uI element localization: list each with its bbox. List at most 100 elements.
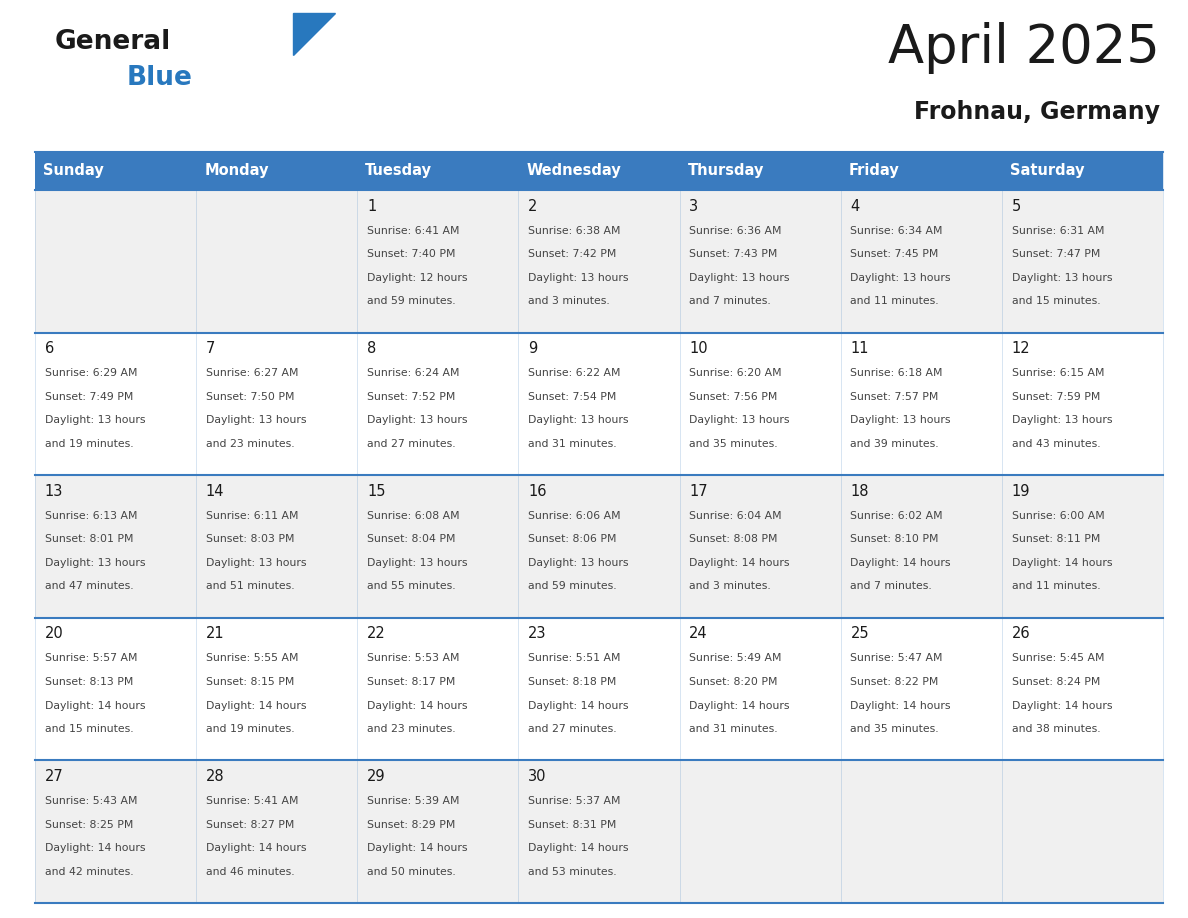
- Text: Sunset: 8:18 PM: Sunset: 8:18 PM: [529, 677, 617, 687]
- Text: and 50 minutes.: and 50 minutes.: [367, 867, 456, 877]
- Text: Daylight: 14 hours: Daylight: 14 hours: [689, 700, 790, 711]
- Text: Sunset: 8:29 PM: Sunset: 8:29 PM: [367, 820, 455, 830]
- Text: 24: 24: [689, 626, 708, 642]
- Text: April 2025: April 2025: [889, 22, 1159, 74]
- Text: Sunrise: 5:37 AM: Sunrise: 5:37 AM: [529, 796, 620, 806]
- Text: 4: 4: [851, 198, 860, 214]
- Text: Sunrise: 6:38 AM: Sunrise: 6:38 AM: [529, 226, 620, 236]
- Text: Sunset: 7:42 PM: Sunset: 7:42 PM: [529, 249, 617, 259]
- Text: Sunset: 7:57 PM: Sunset: 7:57 PM: [851, 392, 939, 402]
- Text: Sunset: 7:45 PM: Sunset: 7:45 PM: [851, 249, 939, 259]
- Text: 8: 8: [367, 341, 377, 356]
- Text: Sunset: 8:08 PM: Sunset: 8:08 PM: [689, 534, 778, 544]
- Text: Sunset: 8:15 PM: Sunset: 8:15 PM: [206, 677, 295, 687]
- Text: 27: 27: [45, 769, 63, 784]
- Text: Sunset: 8:27 PM: Sunset: 8:27 PM: [206, 820, 295, 830]
- Text: and 38 minutes.: and 38 minutes.: [1011, 724, 1100, 734]
- Text: Sunrise: 5:41 AM: Sunrise: 5:41 AM: [206, 796, 298, 806]
- Text: 15: 15: [367, 484, 385, 498]
- Text: Daylight: 13 hours: Daylight: 13 hours: [45, 415, 145, 425]
- Text: Daylight: 14 hours: Daylight: 14 hours: [45, 700, 145, 711]
- Text: 29: 29: [367, 769, 386, 784]
- Text: Daylight: 14 hours: Daylight: 14 hours: [206, 700, 307, 711]
- Text: and 35 minutes.: and 35 minutes.: [689, 439, 778, 449]
- Text: and 31 minutes.: and 31 minutes.: [689, 724, 778, 734]
- Bar: [358, 332, 518, 476]
- Text: Sunrise: 6:27 AM: Sunrise: 6:27 AM: [206, 368, 298, 378]
- Text: Sunset: 8:06 PM: Sunset: 8:06 PM: [529, 534, 617, 544]
- Text: and 23 minutes.: and 23 minutes.: [367, 724, 455, 734]
- Text: 14: 14: [206, 484, 225, 498]
- Text: 28: 28: [206, 769, 225, 784]
- Text: and 7 minutes.: and 7 minutes.: [851, 581, 933, 591]
- Text: 30: 30: [529, 769, 546, 784]
- Bar: [680, 152, 841, 190]
- Bar: [518, 332, 680, 476]
- Text: Daylight: 13 hours: Daylight: 13 hours: [206, 558, 307, 568]
- Text: Sunset: 8:25 PM: Sunset: 8:25 PM: [45, 820, 133, 830]
- Text: Daylight: 13 hours: Daylight: 13 hours: [1011, 273, 1112, 283]
- Text: and 59 minutes.: and 59 minutes.: [529, 581, 617, 591]
- Text: and 19 minutes.: and 19 minutes.: [45, 439, 133, 449]
- Bar: [518, 190, 680, 332]
- Text: Daylight: 13 hours: Daylight: 13 hours: [529, 558, 628, 568]
- Bar: [1001, 152, 1163, 190]
- Text: Sunrise: 6:18 AM: Sunrise: 6:18 AM: [851, 368, 943, 378]
- Text: Sunrise: 6:11 AM: Sunrise: 6:11 AM: [206, 510, 298, 521]
- Bar: [1001, 618, 1163, 760]
- Text: Daylight: 13 hours: Daylight: 13 hours: [689, 415, 790, 425]
- Text: Sunset: 8:17 PM: Sunset: 8:17 PM: [367, 677, 455, 687]
- Bar: [1001, 760, 1163, 903]
- Polygon shape: [293, 13, 335, 55]
- Text: Thursday: Thursday: [688, 163, 764, 178]
- Text: Sunset: 7:54 PM: Sunset: 7:54 PM: [529, 392, 617, 402]
- Text: and 39 minutes.: and 39 minutes.: [851, 439, 939, 449]
- Text: and 55 minutes.: and 55 minutes.: [367, 581, 455, 591]
- Text: and 31 minutes.: and 31 minutes.: [529, 439, 617, 449]
- Text: Sunrise: 5:53 AM: Sunrise: 5:53 AM: [367, 654, 460, 664]
- Text: Sunrise: 6:29 AM: Sunrise: 6:29 AM: [45, 368, 137, 378]
- Text: 3: 3: [689, 198, 699, 214]
- Text: 9: 9: [529, 341, 537, 356]
- Text: Daylight: 14 hours: Daylight: 14 hours: [529, 700, 628, 711]
- Text: Sunset: 8:13 PM: Sunset: 8:13 PM: [45, 677, 133, 687]
- Text: Daylight: 14 hours: Daylight: 14 hours: [1011, 700, 1112, 711]
- Text: Sunrise: 6:24 AM: Sunrise: 6:24 AM: [367, 368, 460, 378]
- Text: Tuesday: Tuesday: [366, 163, 432, 178]
- Text: 1: 1: [367, 198, 377, 214]
- Bar: [196, 152, 358, 190]
- Bar: [518, 618, 680, 760]
- Text: Sunrise: 5:45 AM: Sunrise: 5:45 AM: [1011, 654, 1104, 664]
- Text: Sunset: 8:24 PM: Sunset: 8:24 PM: [1011, 677, 1100, 687]
- Text: Daylight: 14 hours: Daylight: 14 hours: [689, 558, 790, 568]
- Text: Sunset: 7:49 PM: Sunset: 7:49 PM: [45, 392, 133, 402]
- Text: Sunrise: 5:55 AM: Sunrise: 5:55 AM: [206, 654, 298, 664]
- Text: 16: 16: [529, 484, 546, 498]
- Text: and 27 minutes.: and 27 minutes.: [367, 439, 455, 449]
- Text: Daylight: 14 hours: Daylight: 14 hours: [529, 843, 628, 853]
- Text: 5: 5: [1011, 198, 1020, 214]
- Text: and 11 minutes.: and 11 minutes.: [1011, 581, 1100, 591]
- Text: 12: 12: [1011, 341, 1030, 356]
- Text: Sunset: 7:59 PM: Sunset: 7:59 PM: [1011, 392, 1100, 402]
- Text: Blue: Blue: [127, 65, 192, 91]
- Text: Sunset: 8:04 PM: Sunset: 8:04 PM: [367, 534, 455, 544]
- Text: Sunrise: 6:36 AM: Sunrise: 6:36 AM: [689, 226, 782, 236]
- Text: Sunday: Sunday: [43, 163, 103, 178]
- Text: 19: 19: [1011, 484, 1030, 498]
- Text: Sunrise: 6:34 AM: Sunrise: 6:34 AM: [851, 226, 943, 236]
- Bar: [518, 760, 680, 903]
- Text: Sunrise: 5:49 AM: Sunrise: 5:49 AM: [689, 654, 782, 664]
- Text: and 43 minutes.: and 43 minutes.: [1011, 439, 1100, 449]
- Bar: [196, 190, 358, 332]
- Text: 6: 6: [45, 341, 53, 356]
- Text: Sunset: 7:50 PM: Sunset: 7:50 PM: [206, 392, 295, 402]
- Text: Sunset: 7:43 PM: Sunset: 7:43 PM: [689, 249, 778, 259]
- Text: 25: 25: [851, 626, 868, 642]
- Text: Sunrise: 5:47 AM: Sunrise: 5:47 AM: [851, 654, 943, 664]
- Text: 10: 10: [689, 341, 708, 356]
- Text: Sunset: 8:22 PM: Sunset: 8:22 PM: [851, 677, 939, 687]
- Text: and 11 minutes.: and 11 minutes.: [851, 297, 939, 307]
- Bar: [680, 618, 841, 760]
- Text: Sunrise: 6:20 AM: Sunrise: 6:20 AM: [689, 368, 782, 378]
